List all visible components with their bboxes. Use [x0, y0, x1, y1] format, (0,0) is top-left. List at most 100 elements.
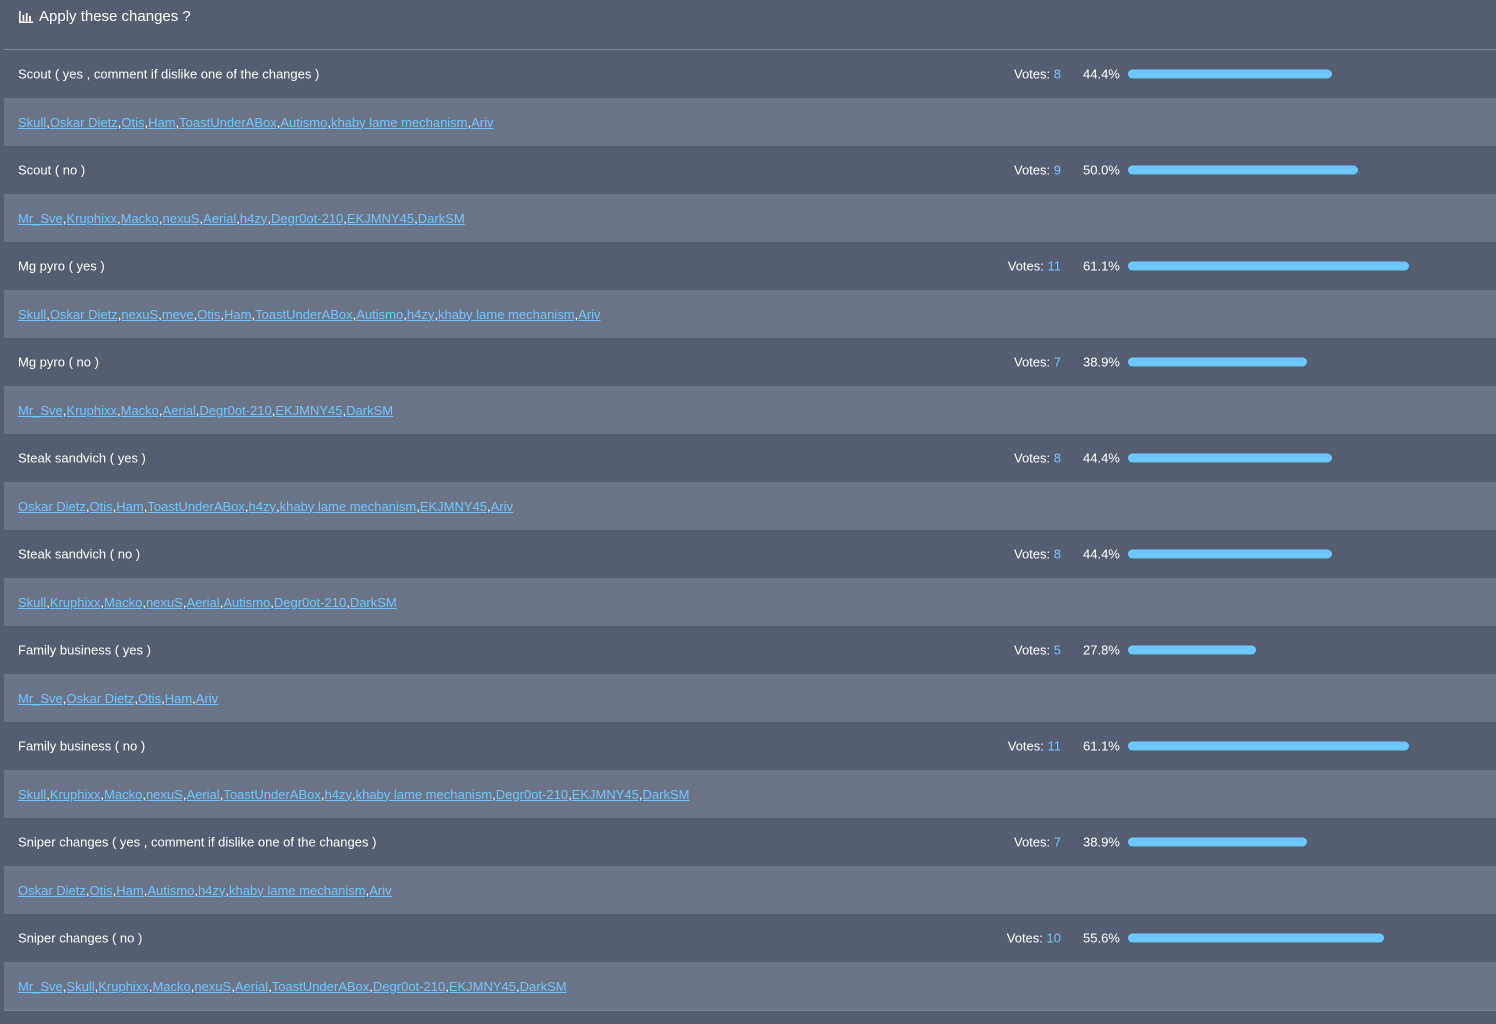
voter-link[interactable]: Aerial — [203, 210, 237, 226]
voter-link[interactable]: Autismo — [280, 114, 328, 130]
voter-link[interactable]: h4zy — [248, 498, 277, 514]
voter-link[interactable]: khaby lame mechanism — [279, 498, 417, 514]
voter-link[interactable]: Aerial — [186, 786, 220, 802]
voter-link[interactable]: Oskar Dietz — [49, 306, 118, 322]
voter-link[interactable]: Macko — [120, 210, 159, 226]
voter-link[interactable]: DarkSM — [417, 210, 465, 226]
voter-link[interactable]: Autismo — [147, 882, 195, 898]
voter-link[interactable]: khaby lame mechanism — [330, 114, 468, 130]
voter-link[interactable]: Macko — [104, 594, 143, 610]
voter-link[interactable]: Otis — [137, 690, 162, 706]
voter-separator: , — [112, 882, 117, 898]
voter-link[interactable]: DarkSM — [349, 594, 397, 610]
voter-link[interactable]: Kruphixx — [66, 210, 117, 226]
poll-option-percent: 44.4% — [1083, 66, 1120, 82]
voter-link[interactable]: khaby lame mechanism — [437, 306, 575, 322]
voter-link[interactable]: Ariv — [195, 690, 219, 706]
votes-count[interactable]: 7 — [1053, 834, 1061, 850]
votes-count[interactable]: 8 — [1053, 450, 1061, 466]
voter-link[interactable]: Macko — [152, 978, 191, 994]
voter-link[interactable]: Aerial — [162, 402, 196, 418]
voter-link[interactable]: ToastUnderABox — [179, 114, 277, 130]
poll-option-percent: 55.6% — [1083, 930, 1120, 946]
voter-link[interactable]: nexuS — [145, 786, 183, 802]
voter-link[interactable]: EKJMNY45 — [346, 210, 415, 226]
voter-link[interactable]: Autismo — [223, 594, 271, 610]
voter-link[interactable]: Aerial — [234, 978, 269, 994]
voter-link[interactable]: Ham — [148, 114, 176, 130]
voter-link[interactable]: h4zy — [406, 306, 435, 322]
voter-link[interactable]: Degr0ot-210 — [372, 978, 446, 994]
voter-link[interactable]: Skull — [18, 594, 47, 610]
voter-link[interactable]: h4zy — [324, 786, 352, 802]
voter-link[interactable]: h4zy — [197, 882, 226, 898]
voter-link[interactable]: Kruphixx — [49, 786, 101, 802]
votes-count[interactable]: 11 — [1047, 738, 1062, 754]
voter-link[interactable]: nexuS — [145, 594, 183, 610]
voter-link[interactable]: Ariv — [490, 498, 514, 514]
voter-link[interactable]: Ham — [116, 882, 144, 898]
voter-link[interactable]: Ariv — [578, 306, 601, 322]
voter-link[interactable]: Mr_Sve — [18, 978, 63, 994]
voter-link[interactable]: Oskar Dietz — [66, 690, 135, 706]
voter-link[interactable]: Degr0ot-210 — [271, 210, 344, 226]
voter-link[interactable]: Skull — [18, 114, 47, 130]
voter-link[interactable]: Ariv — [369, 882, 392, 898]
voter-link[interactable]: EKJMNY45 — [571, 786, 639, 802]
votes-count[interactable]: 8 — [1053, 66, 1061, 82]
voter-link[interactable]: Degr0ot-210 — [199, 402, 272, 418]
voter-link[interactable]: EKJMNY45 — [275, 402, 343, 418]
voter-link[interactable]: Ham — [224, 306, 252, 322]
voter-link[interactable]: khaby lame mechanism — [229, 882, 366, 898]
voter-link[interactable]: Ham — [116, 498, 144, 514]
votes-count[interactable]: 10 — [1046, 930, 1061, 946]
voter-link[interactable]: ToastUnderABox — [271, 978, 370, 994]
voter-link[interactable]: Oskar Dietz — [49, 114, 118, 130]
voter-link[interactable]: Otis — [89, 882, 113, 898]
voter-link[interactable]: Autismo — [356, 306, 404, 322]
voter-link[interactable]: Macko — [104, 786, 143, 802]
voter-link[interactable]: nexuS — [162, 210, 200, 226]
voter-link[interactable]: EKJMNY45 — [419, 498, 488, 514]
voter-link[interactable]: EKJMNY45 — [448, 978, 517, 994]
votes-count[interactable]: 9 — [1053, 162, 1061, 178]
voter-link[interactable]: Mr_Sve — [18, 690, 63, 706]
votes-count[interactable]: 11 — [1047, 258, 1062, 274]
voter-link[interactable]: Mr_Sve — [18, 402, 63, 418]
poll-option-label: Mg pyro ( no ) — [18, 354, 99, 370]
voter-link[interactable]: meve — [161, 306, 194, 322]
voter-link[interactable]: Oskar Dietz — [18, 882, 86, 898]
voter-link[interactable]: Otis — [121, 114, 145, 130]
voter-link[interactable]: h4zy — [239, 210, 268, 226]
voter-link[interactable]: Macko — [120, 402, 159, 418]
votes-count[interactable]: 8 — [1053, 546, 1061, 562]
voter-link[interactable]: Skull — [18, 306, 47, 322]
voter-link[interactable]: DarkSM — [346, 402, 394, 418]
voter-link[interactable]: Otis — [197, 306, 221, 322]
poll-option-voters: Mr_Sve, Kruphixx, Macko, nexuS, Aerial, … — [4, 194, 1496, 242]
voter-link[interactable]: khaby lame mechanism — [355, 786, 493, 802]
votes-count[interactable]: 7 — [1053, 354, 1061, 370]
voter-link[interactable]: Aerial — [186, 594, 220, 610]
votes-label: Votes: — [1006, 930, 1043, 946]
voter-link[interactable]: DarkSM — [519, 978, 567, 994]
voter-link[interactable]: ToastUnderABox — [223, 786, 321, 802]
voter-link[interactable]: nexuS — [194, 978, 232, 994]
voter-link[interactable]: ToastUnderABox — [147, 498, 245, 514]
voter-link[interactable]: nexuS — [121, 306, 159, 322]
voter-link[interactable]: DarkSM — [642, 786, 690, 802]
voter-link[interactable]: Degr0ot-210 — [273, 594, 347, 610]
voter-link[interactable]: ToastUnderABox — [255, 306, 353, 322]
voter-link[interactable]: Ham — [164, 690, 193, 706]
voter-link[interactable]: Mr_Sve — [18, 210, 63, 226]
voter-link[interactable]: Oskar Dietz — [18, 498, 86, 514]
voter-link[interactable]: Otis — [89, 498, 113, 514]
voter-link[interactable]: Ariv — [471, 114, 494, 130]
voter-link[interactable]: Kruphixx — [66, 402, 117, 418]
voter-link[interactable]: Kruphixx — [98, 978, 149, 994]
voter-link[interactable]: Skull — [66, 978, 95, 994]
voter-link[interactable]: Degr0ot-210 — [495, 786, 569, 802]
voter-link[interactable]: Skull — [18, 786, 47, 802]
votes-count[interactable]: 5 — [1053, 642, 1061, 658]
voter-link[interactable]: Kruphixx — [49, 594, 101, 610]
